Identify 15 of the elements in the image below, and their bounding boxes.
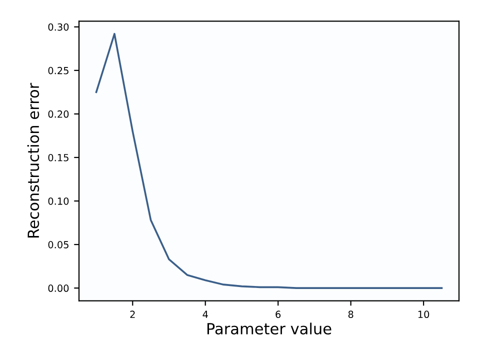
x-axis-title: Parameter value: [207, 322, 332, 334]
x-tick-label: 2: [130, 310, 135, 318]
x-tick-label: 4: [202, 310, 208, 318]
y-tick-label: 0.20: [48, 110, 69, 118]
line-series: [95, 32, 443, 289]
x-tick-label: 6: [276, 310, 281, 318]
y-tick-label: 0.10: [48, 197, 69, 205]
x-tick-label: 8: [348, 310, 354, 318]
y-tick-label: 0.00: [48, 284, 69, 292]
y-tick-label: 0.30: [48, 23, 69, 31]
y-tick-label: 0.15: [48, 154, 68, 162]
y-axis-title: Reconstruction error: [27, 82, 40, 238]
x-tick-label: 10: [418, 310, 430, 318]
y-tick-label: 0.05: [48, 241, 68, 248]
y-tick-label: 0.25: [48, 66, 68, 74]
